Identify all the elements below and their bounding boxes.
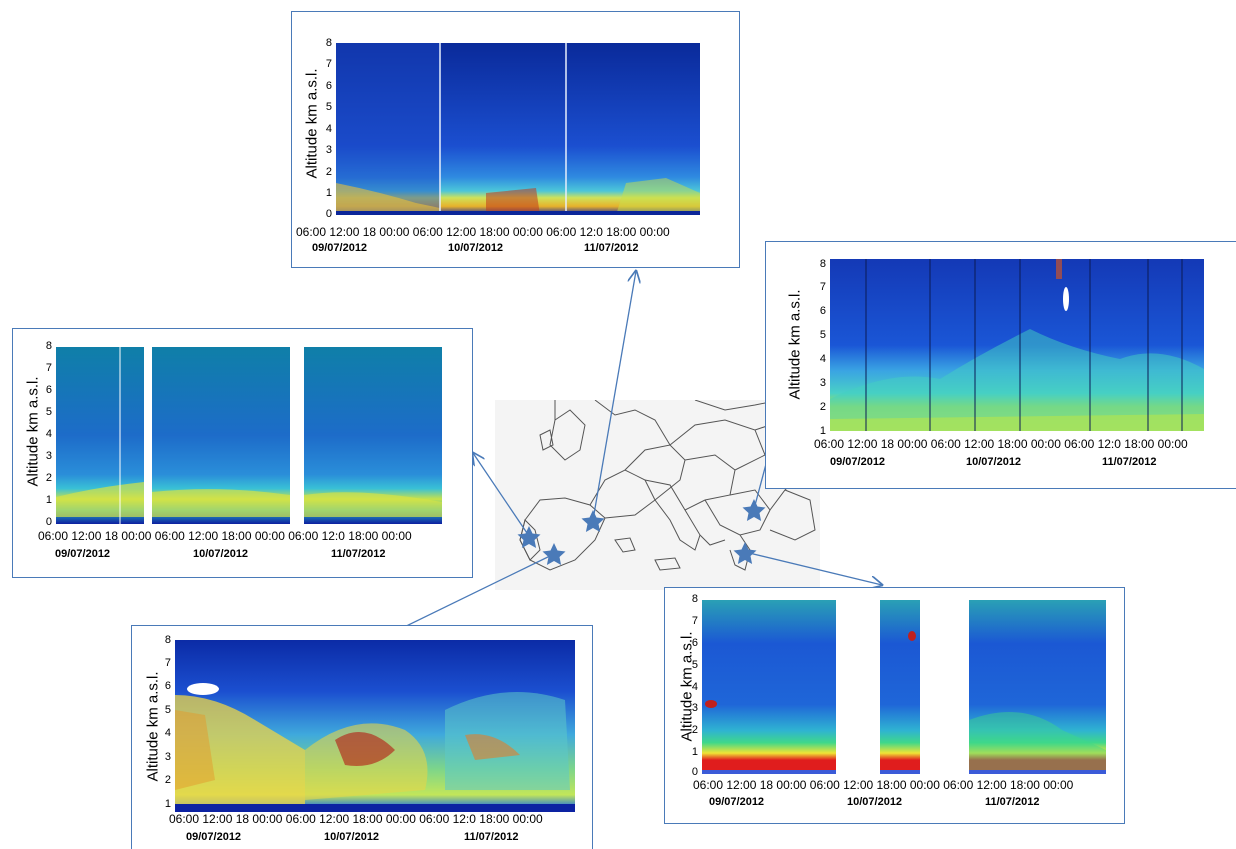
date-label: 11/07/2012 — [331, 548, 386, 560]
date-label: 09/07/2012 — [55, 548, 111, 560]
y-tick: 4 — [691, 681, 698, 693]
date-label: 10/07/2012 — [847, 796, 903, 808]
y-tick: 5 — [164, 704, 171, 716]
y-tick: 6 — [325, 80, 332, 92]
y-tick: 5 — [45, 406, 52, 418]
y-tick: 2 — [691, 724, 698, 736]
y-tick: 0 — [325, 208, 332, 220]
date-label: 09/07/2012 — [709, 796, 765, 808]
star-icon — [733, 542, 757, 564]
y-tick: 3 — [164, 751, 171, 763]
y-tick: 1 — [164, 798, 171, 810]
y-tick: 6 — [45, 384, 52, 396]
lidar-image — [56, 347, 442, 524]
y-tick: 1 — [819, 425, 826, 437]
y-tick: 6 — [819, 305, 826, 317]
date-label: 11/07/2012 — [985, 796, 1040, 808]
y-tick: 2 — [164, 774, 171, 786]
star-icon — [517, 526, 541, 548]
y-tick: 3 — [45, 450, 52, 462]
x-tick-labels: 06:00 12:00 18 00:00 06:00 12:00 18:00 0… — [38, 529, 412, 543]
y-tick: 7 — [691, 615, 698, 627]
lidar-image — [830, 259, 1204, 431]
y-tick: 1 — [45, 494, 52, 506]
y-tick: 6 — [164, 680, 171, 692]
panel-left: Altitude km a.s.l. 8 7 — [12, 328, 473, 578]
y-tick: 1 — [325, 187, 332, 199]
x-tick-labels: 06:00 12:00 18 00:00 06:00 12:00 18:00 0… — [296, 225, 670, 239]
plot-area — [702, 600, 1106, 774]
plot-area — [56, 347, 456, 524]
lidar-image — [702, 600, 1106, 774]
y-tick: 8 — [164, 634, 171, 646]
y-tick: 4 — [164, 727, 171, 739]
y-tick: 5 — [819, 329, 826, 341]
station-stars — [517, 499, 766, 565]
y-tick: 7 — [45, 362, 52, 374]
panel-right: Altitude km a.s.l. — [765, 241, 1236, 489]
x-tick-labels: 06:00 12:00 18 00:00 06:00 12:00 18:00 0… — [693, 778, 1074, 792]
y-tick: 4 — [819, 353, 826, 365]
plot-area — [336, 43, 700, 215]
y-tick: 5 — [691, 659, 698, 671]
y-tick: 7 — [164, 657, 171, 669]
date-label: 09/07/2012 — [312, 242, 368, 254]
date-label: 10/07/2012 — [193, 548, 249, 560]
y-tick: 7 — [819, 281, 826, 293]
y-axis-label: Altitude km a.s.l. — [303, 68, 321, 179]
lidar-image — [336, 43, 700, 215]
date-label: 11/07/2012 — [1102, 456, 1157, 468]
y-tick: 6 — [691, 637, 698, 649]
star-icon — [742, 499, 766, 521]
panel-bottom-right: Altitude km a.s.l. — [664, 587, 1125, 824]
y-tick: 4 — [45, 428, 52, 440]
star-icon — [581, 510, 605, 532]
y-tick: 5 — [325, 101, 332, 113]
y-tick: 2 — [819, 401, 826, 413]
y-tick: 2 — [45, 472, 52, 484]
y-tick: 0 — [691, 766, 698, 778]
star-icon — [542, 543, 566, 565]
y-axis-label: Altitude km a.s.l. — [24, 376, 42, 487]
panel-bottom-left: Altitude km a.s.l. — [131, 625, 593, 849]
date-label: 09/07/2012 — [830, 456, 886, 468]
y-axis-label: Altitude km a.s.l. — [786, 289, 804, 400]
x-tick-labels: 06:00 12:00 18 00:00 06:00 12:00 18:00 0… — [169, 812, 543, 826]
lidar-image — [175, 640, 575, 812]
plot-area — [830, 259, 1204, 431]
y-tick: 8 — [691, 593, 698, 605]
date-label: 10/07/2012 — [448, 242, 504, 254]
x-tick-labels: 06:00 12:00 18 00:00 06:00 12:00 18:00 0… — [814, 437, 1188, 451]
y-tick: 1 — [691, 746, 698, 758]
y-tick: 8 — [45, 340, 52, 352]
y-axis-label: Altitude km a.s.l. — [678, 631, 696, 742]
y-tick: 4 — [325, 123, 332, 135]
date-label: 11/07/2012 — [584, 242, 639, 254]
y-tick: 0 — [45, 516, 52, 528]
y-tick: 7 — [325, 58, 332, 70]
panel-top: Altitude km a.s.l. — [291, 11, 740, 268]
y-tick: 3 — [325, 144, 332, 156]
y-tick: 8 — [819, 258, 826, 270]
y-tick: 2 — [325, 166, 332, 178]
date-label: 10/07/2012 — [966, 456, 1022, 468]
date-label: 11/07/2012 — [464, 831, 519, 843]
date-label: 10/07/2012 — [324, 831, 380, 843]
y-tick: 8 — [325, 37, 332, 49]
date-label: 09/07/2012 — [186, 831, 242, 843]
plot-area — [175, 640, 575, 812]
y-tick: 3 — [819, 377, 826, 389]
y-tick: 3 — [691, 702, 698, 714]
